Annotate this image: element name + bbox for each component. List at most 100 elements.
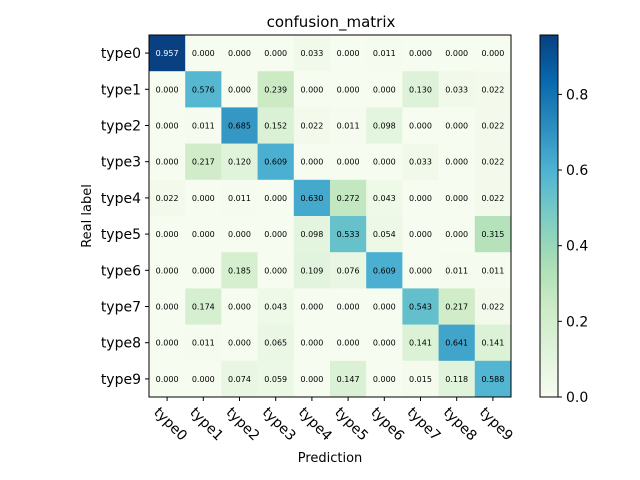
heatmap-cell [438,252,476,289]
cell-value-label: 0.000 [156,303,179,312]
heatmap-cell [221,179,258,217]
y-tick-label: type7 [101,300,141,316]
cell-value-label: 0.000 [156,339,179,348]
cell-value-label: 0.000 [300,339,323,348]
heatmap-cell [149,143,186,181]
heatmap-cell [149,216,186,253]
cell-value-label: 0.054 [373,230,396,239]
heatmap-cell [402,143,439,181]
cell-value-label: 0.011 [192,339,215,348]
cell-value-label: 0.109 [300,266,323,275]
cell-value-label: 0.000 [156,230,179,239]
cell-value-label: 0.022 [481,122,504,131]
cell-value-label: 0.000 [300,158,323,167]
heatmap-cell [366,179,403,217]
cell-value-label: 0.588 [481,375,504,384]
cell-value-label: 0.543 [409,303,432,312]
heatmap-cell [149,179,186,217]
heatmap-cell [149,35,186,72]
x-tick-label: type7 [404,405,444,445]
cell-value-label: 0.011 [445,266,468,275]
colorbar-tick-label: 0.2 [566,314,588,330]
cell-value-label: 0.000 [228,339,251,348]
cell-value-label: 0.000 [192,194,215,203]
heatmap-cell [257,107,295,144]
x-tick-label: type3 [259,405,299,445]
heatmap-cell [221,143,258,181]
x-tick-label: type9 [476,405,516,445]
heatmap-cell [474,71,512,108]
heatmap-cell [221,107,258,144]
heatmap-cell [330,35,367,72]
heatmap-cell [293,179,331,217]
colorbar-tick-label: 0.4 [566,239,588,255]
colorbar: 0.0 0.2 0.4 0.6 0.8 [539,34,588,406]
cell-value-label: 0.011 [481,266,504,275]
cell-value-label: 0.076 [337,266,360,275]
cell-value-label: 0.272 [337,194,360,203]
y-tick-label: type6 [101,263,141,279]
cell-value-label: 0.000 [228,49,251,58]
heatmap-cell [257,35,295,72]
cell-value-label: 0.000 [300,375,323,384]
cell-value-label: 0.957 [156,49,179,58]
heatmap-cells: 0.957 0.000 0.000 0.000 0.033 0.000 0.011 0.000… [149,35,512,398]
heatmap-cell [366,143,403,181]
cell-value-label: 0.000 [300,85,323,94]
heatmap-cell [402,324,439,362]
cell-value-label: 0.609 [264,158,287,167]
y-tick-label: type5 [101,227,141,243]
cell-value-label: 0.000 [192,49,215,58]
cell-value-label: 0.011 [373,49,396,58]
cell-value-label: 0.685 [228,122,251,131]
colorbar-tick-label: 0.8 [566,87,588,103]
heatmap-cell [474,35,512,72]
heatmap-cell [330,143,367,181]
heatmap-cell [366,71,403,108]
heatmap-cell [330,107,367,144]
cell-value-label: 0.000 [445,49,468,58]
cell-value-label: 0.130 [409,85,432,94]
heatmap-cell [438,143,476,181]
cell-value-label: 0.630 [300,194,323,203]
x-tick-label: type8 [440,405,480,445]
heatmap-cell [474,179,512,217]
cell-value-label: 0.011 [192,122,215,131]
heatmap-cell [149,360,186,398]
cell-value-label: 0.000 [337,158,360,167]
heatmap-cell [402,360,439,398]
heatmap-cell [330,324,367,362]
cell-value-label: 0.000 [192,375,215,384]
cell-value-label: 0.022 [481,85,504,94]
heatmap-cell [330,179,367,217]
heatmap-cell [221,252,258,289]
cell-value-label: 0.000 [156,375,179,384]
cell-value-label: 0.000 [337,85,360,94]
cell-value-label: 0.059 [264,375,287,384]
cell-value-label: 0.043 [264,303,287,312]
cell-value-label: 0.141 [481,339,504,348]
y-tick-label: type1 [101,82,141,98]
cell-value-label: 0.000 [300,303,323,312]
heatmap-cell [474,360,512,398]
cell-value-label: 0.000 [337,303,360,312]
cell-value-label: 0.000 [228,230,251,239]
y-axis-ticks: type0 type1 type2 type3 type4 type5 type6 type7… [101,46,149,388]
cell-value-label: 0.217 [445,303,468,312]
cell-value-label: 0.239 [264,85,287,94]
cell-value-label: 0.000 [445,194,468,203]
cell-value-label: 0.022 [300,122,323,131]
cell-value-label: 0.000 [228,303,251,312]
cell-value-label: 0.000 [264,266,287,275]
heatmap-cell [293,288,331,325]
cell-value-label: 0.141 [409,339,432,348]
heatmap-cell [149,288,186,325]
heatmap-cell [257,71,295,108]
heatmap-cell [438,324,476,362]
cell-value-label: 0.315 [481,230,504,239]
heatmap-cell [221,216,258,253]
heatmap-cell [330,252,367,289]
heatmap-cell [366,252,403,289]
cell-value-label: 0.000 [192,230,215,239]
